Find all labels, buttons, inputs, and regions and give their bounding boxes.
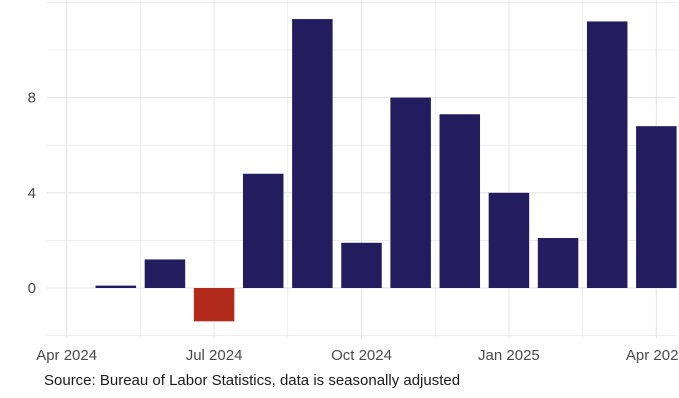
y-tick-label: 0 bbox=[28, 280, 36, 297]
y-axis-ticks: 0 4 8 bbox=[28, 90, 36, 297]
x-axis-ticks: Apr 2024 Jul 2024 Oct 2024 Jan 2025 Apr 2025 bbox=[36, 347, 679, 364]
bar-aug-2024 bbox=[242, 173, 284, 288]
bar-feb-2025 bbox=[537, 238, 579, 288]
bar-nov-2024 bbox=[390, 97, 431, 288]
bar-jun-2024 bbox=[144, 259, 186, 288]
y-tick-label: 8 bbox=[28, 90, 36, 107]
x-tick-label: Apr 2024 bbox=[36, 347, 97, 364]
x-tick-label: Jan 2025 bbox=[478, 347, 540, 364]
bar-mar-2025 bbox=[586, 21, 628, 288]
bar-apr-2025 bbox=[636, 126, 677, 288]
y-tick-label: 4 bbox=[28, 185, 36, 202]
x-tick-label: Apr 2025 bbox=[626, 347, 679, 364]
source-note: Source: Bureau of Labor Statistics, data… bbox=[44, 372, 461, 389]
bar-jul-2024 bbox=[193, 288, 235, 322]
bar-jan-2025 bbox=[488, 192, 530, 288]
bar-dec-2024 bbox=[439, 114, 481, 288]
bar-may-2024 bbox=[95, 285, 137, 288]
x-tick-label: Jul 2024 bbox=[186, 347, 243, 364]
bars bbox=[95, 19, 677, 322]
x-tick-label: Oct 2024 bbox=[331, 347, 392, 364]
bar-sep-2024 bbox=[292, 19, 333, 289]
bar-oct-2024 bbox=[341, 242, 382, 288]
